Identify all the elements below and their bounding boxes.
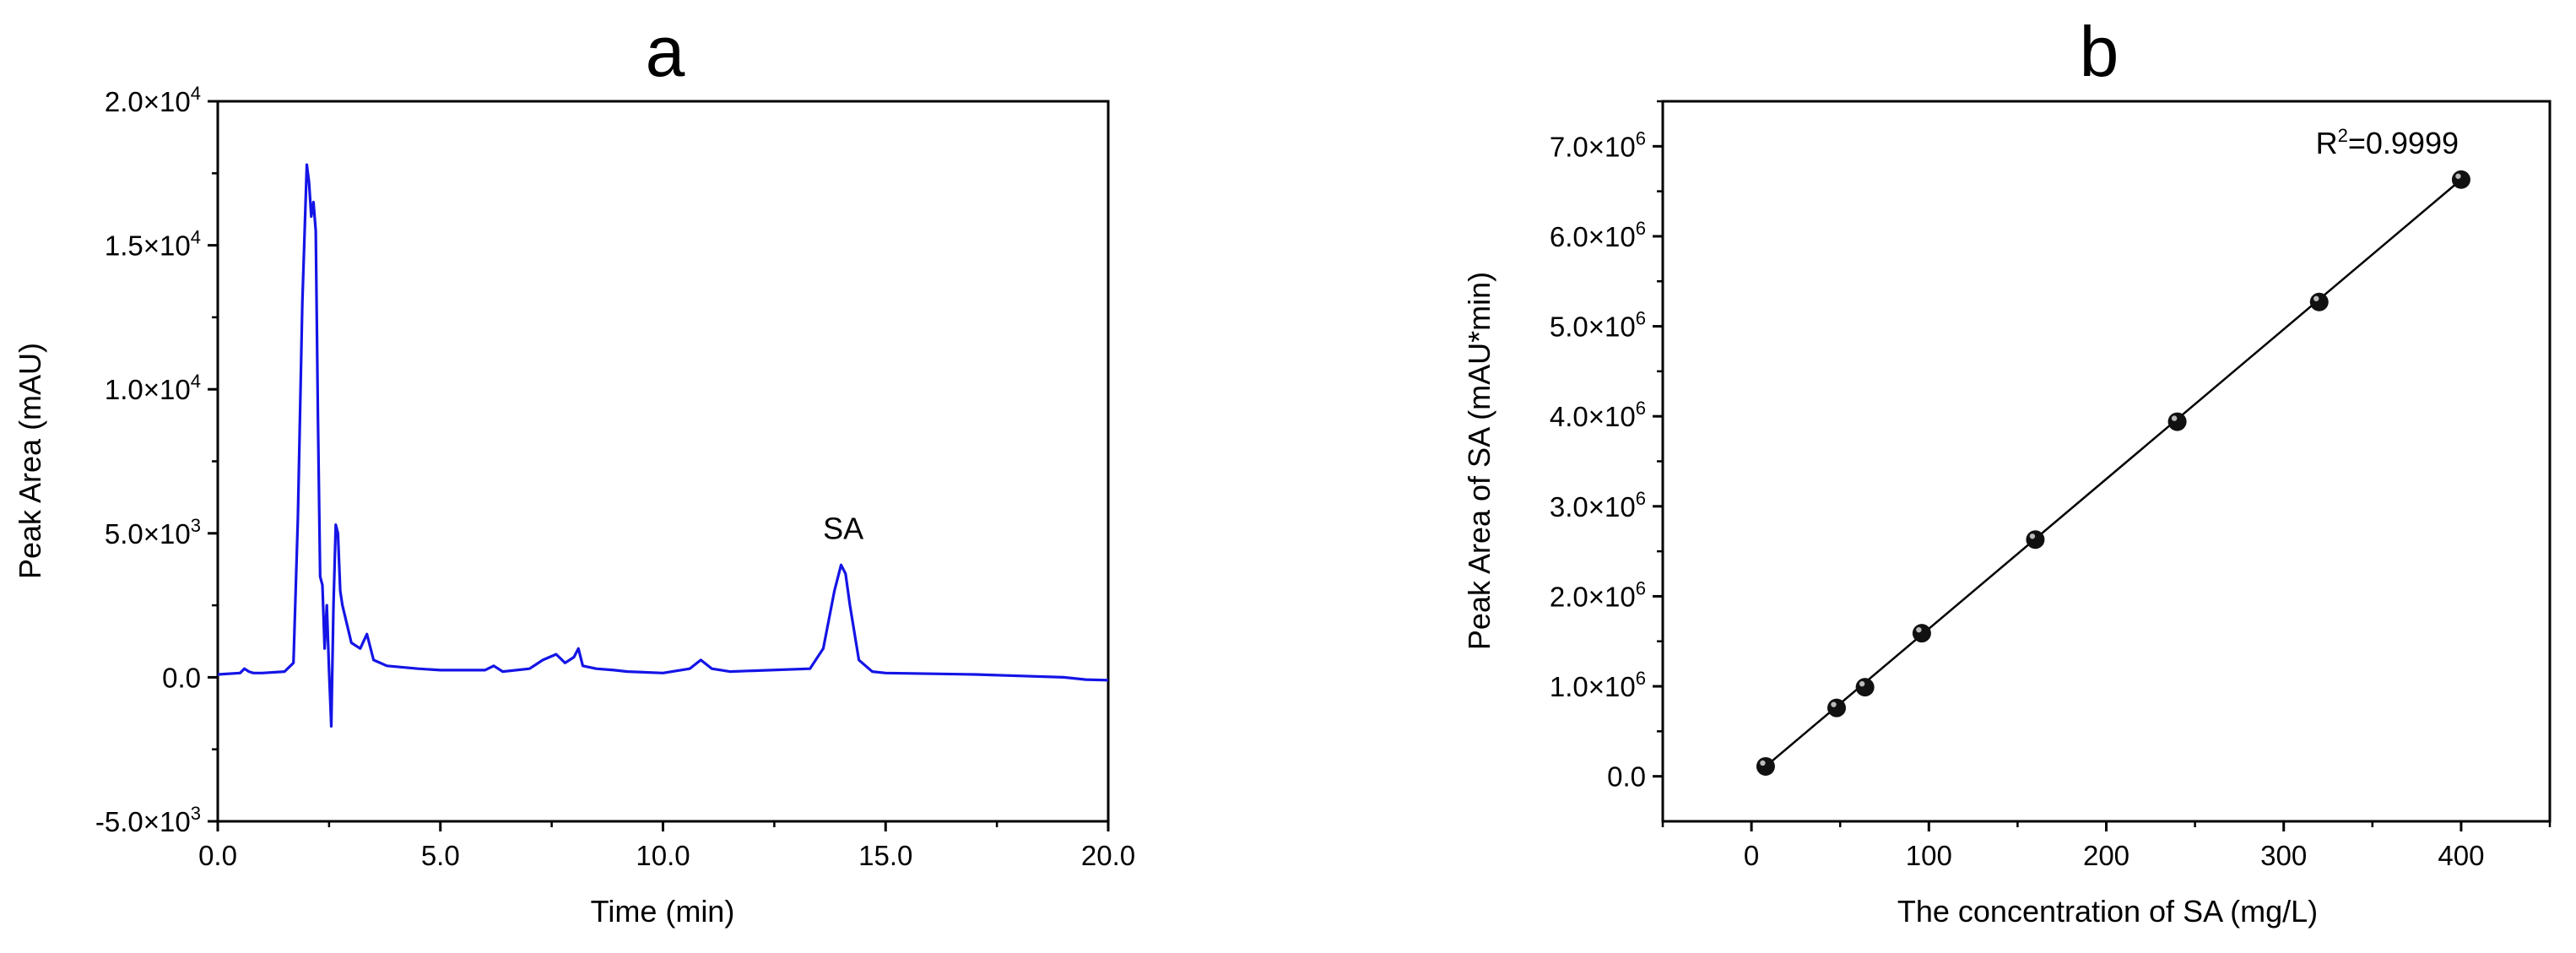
data-point-highlight: [2455, 173, 2461, 179]
y-tick-mantissa: 2.0×10: [105, 86, 191, 117]
y-tick-exponent: 6: [1636, 488, 1646, 509]
y-tick-mantissa: 2.0×10: [1550, 581, 1636, 612]
y-tick-label: 0.0: [1607, 761, 1646, 793]
data-point: [1826, 698, 1846, 717]
x-tick-label: 10.0: [636, 840, 690, 871]
x-tick-label: 0.0: [198, 840, 237, 871]
data-point: [2026, 530, 2045, 550]
y-axis-b: 0.01.0×1062.0×1063.0×1064.0×1065.0×1066.…: [1550, 100, 1663, 793]
data-point: [1855, 678, 1875, 697]
r-squared-base: R: [2316, 126, 2338, 160]
y-tick-label: 1.0×106: [1550, 668, 1646, 702]
data-point-highlight: [1859, 680, 1865, 687]
y-tick-mantissa: 1.0×10: [105, 374, 191, 405]
y-tick-mantissa: 1.5×10: [105, 230, 191, 262]
y-tick-label: 2.0×106: [1550, 577, 1646, 612]
chart-b: b 0 100 200 300 400 0.01.0×1062.0×1063.0×106…: [1462, 12, 2552, 929]
y-tick-exponent: 6: [1636, 668, 1646, 689]
sa-peak-annotation: SA: [823, 512, 863, 546]
x-tick-label: 20.0: [1081, 840, 1135, 871]
y-tick-mantissa: -5.0×10: [95, 806, 191, 837]
data-point: [1756, 756, 1775, 776]
chart-a: a 0.0 5.0 10.0 15.0 20.0 -5.0×1030.05.0×1031…: [13, 12, 1135, 929]
x-axis-b: 0 100 200 300 400: [1661, 821, 2552, 871]
y-tick-label: 1.5×104: [105, 227, 201, 262]
y-tick-mantissa: 0.0: [1607, 761, 1646, 793]
y-tick-mantissa: 5.0×10: [1550, 311, 1636, 343]
x-tick-label: 200: [2083, 840, 2130, 871]
plot-frame-b: [1661, 100, 2552, 823]
y-tick-label: 5.0×103: [105, 515, 201, 550]
y-tick-mantissa: 3.0×10: [1550, 491, 1636, 523]
plot-frame-a: [216, 100, 1110, 823]
y-tick-exponent: 6: [1636, 127, 1646, 149]
x-tick-label: 400: [2438, 840, 2484, 871]
y-tick-label: 4.0×106: [1550, 398, 1646, 432]
x-tick-label: 5.0: [421, 840, 460, 871]
y-tick-mantissa: 5.0×10: [105, 518, 191, 550]
data-point: [2309, 292, 2329, 311]
y-tick-label: 0.0: [162, 662, 201, 693]
y-tick-label: -5.0×103: [95, 803, 201, 837]
data-point-highlight: [1760, 760, 1766, 766]
y-tick-exponent: 6: [1636, 218, 1646, 239]
chromatogram-line: [217, 163, 1109, 728]
x-tick-label: 100: [1906, 840, 1952, 871]
y-tick-label: 3.0×106: [1550, 488, 1646, 523]
data-point-highlight: [2171, 415, 2178, 421]
data-point: [2451, 170, 2470, 189]
x-axis-a: 0.0 5.0 10.0 15.0 20.0: [198, 821, 1135, 871]
calibration-points: [1756, 170, 2470, 776]
y-tick-exponent: 4: [191, 83, 201, 104]
y-tick-exponent: 4: [191, 227, 201, 248]
data-point: [2167, 412, 2187, 431]
y-tick-label: 6.0×106: [1550, 218, 1646, 252]
y-tick-exponent: 6: [1636, 308, 1646, 329]
r-squared-value: =0.9999: [2348, 126, 2459, 160]
x-tick-label: 0: [1744, 840, 1759, 871]
panel-label-a: a: [646, 12, 685, 91]
x-axis-title-b: The concentration of SA (mg/L): [1897, 894, 2318, 929]
data-point-highlight: [1916, 626, 1922, 633]
y-tick-exponent: 3: [191, 515, 201, 536]
x-tick-label: 15.0: [858, 840, 912, 871]
data-point: [1912, 624, 1931, 643]
y-tick-label: 2.0×104: [105, 83, 201, 117]
y-tick-mantissa: 7.0×10: [1550, 131, 1636, 162]
y-axis-title-b: Peak Area of SA (mAU*min): [1462, 272, 1496, 650]
x-axis-title-a: Time (min): [591, 894, 735, 929]
y-tick-mantissa: 4.0×10: [1550, 401, 1636, 432]
y-tick-exponent: 4: [191, 371, 201, 392]
r-squared-annotation: R2=0.9999: [2316, 125, 2459, 160]
y-axis-title-a: Peak Area (mAU): [13, 343, 47, 579]
y-tick-mantissa: 1.0×10: [1550, 671, 1636, 702]
r-squared-exponent: 2: [2338, 125, 2348, 146]
y-tick-label: 7.0×106: [1550, 127, 1646, 162]
y-tick-mantissa: 0.0: [162, 662, 201, 693]
x-tick-label: 300: [2260, 840, 2307, 871]
y-tick-exponent: 6: [1636, 577, 1646, 598]
data-point-highlight: [2314, 295, 2319, 301]
y-tick-exponent: 6: [1636, 398, 1646, 419]
y-tick-mantissa: 6.0×10: [1550, 221, 1636, 252]
linear-fit-line: [1765, 178, 2462, 767]
data-point-highlight: [2029, 533, 2036, 539]
y-tick-label: 1.0×104: [105, 371, 201, 405]
y-tick-label: 5.0×106: [1550, 308, 1646, 343]
data-point-highlight: [1831, 701, 1837, 707]
y-tick-exponent: 3: [191, 803, 201, 824]
panel-label-b: b: [2080, 12, 2119, 91]
